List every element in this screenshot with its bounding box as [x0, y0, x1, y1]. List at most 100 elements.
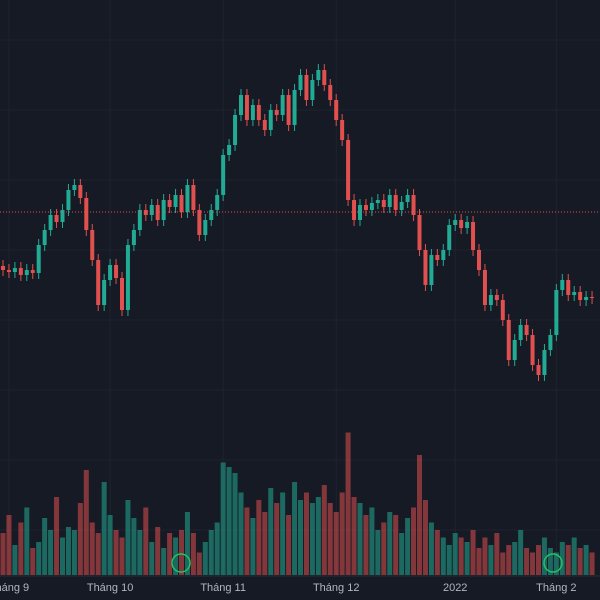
candle-body — [90, 230, 95, 260]
volume-bar — [274, 503, 280, 575]
candle-body — [66, 190, 71, 210]
volume-bar — [214, 522, 220, 575]
candle-body — [417, 215, 422, 250]
candle-body — [96, 260, 101, 305]
candle-body — [524, 325, 529, 335]
candle-body — [197, 210, 202, 235]
volume-bar — [119, 537, 125, 575]
horizontal-grid — [0, 39, 600, 531]
volume-bar — [303, 492, 309, 575]
volume-bar — [24, 507, 30, 575]
candle-body — [453, 220, 458, 225]
volume-bar — [417, 455, 422, 575]
candle-body — [292, 90, 297, 125]
volume-bar — [327, 503, 333, 575]
volume-bar — [500, 552, 506, 575]
volume-bar — [77, 503, 83, 575]
candles — [1, 64, 595, 381]
candle-body — [137, 210, 142, 230]
volume-bar — [161, 548, 167, 575]
candle-body — [542, 350, 547, 375]
candle-body — [411, 195, 416, 215]
candle-body — [286, 95, 291, 125]
candle-body — [155, 205, 160, 220]
volume-bar — [143, 507, 149, 575]
volume-bar — [149, 542, 155, 575]
volume-bar — [30, 548, 36, 575]
candle-body — [399, 202, 404, 210]
volume-bar — [393, 515, 399, 575]
volume-bar — [232, 473, 238, 575]
volume-bar — [292, 482, 298, 575]
volume-bar — [244, 507, 250, 575]
candle-body — [346, 140, 351, 200]
candle-body — [393, 195, 398, 210]
volume-bar — [577, 548, 583, 575]
volume-bar — [54, 497, 60, 575]
candle-body — [447, 225, 452, 250]
candle-body — [114, 265, 119, 278]
volume-bar — [446, 545, 452, 575]
candle-body — [560, 280, 565, 290]
candle-body — [578, 292, 583, 300]
volume-bar — [48, 530, 54, 575]
candle-body — [36, 245, 41, 273]
volume-bar — [238, 492, 244, 575]
candle-body — [280, 95, 285, 115]
candle-body — [78, 185, 83, 198]
volume-bar — [131, 518, 137, 575]
candle-body — [363, 205, 368, 210]
candle-body — [239, 95, 243, 115]
volume-bar — [583, 545, 589, 575]
candle-body — [149, 205, 154, 215]
candle-body — [125, 245, 130, 310]
volume-bar — [125, 500, 131, 575]
candle-body — [102, 280, 107, 305]
candle-body — [6, 270, 11, 272]
volume-bar — [476, 548, 482, 575]
candle-body — [250, 105, 255, 120]
volume-bar — [226, 467, 232, 575]
candle-body — [441, 250, 446, 260]
candle-body — [387, 195, 392, 207]
volume-bar — [202, 542, 208, 575]
candle-body — [84, 198, 89, 230]
volume-bar — [36, 542, 42, 575]
candle-body — [215, 195, 220, 210]
volume-bar — [208, 530, 214, 575]
candle-body — [233, 115, 238, 145]
candle-body — [60, 210, 65, 222]
candle-body — [435, 255, 440, 260]
candle-body — [262, 120, 267, 130]
x-tick-label: 2022 — [443, 582, 467, 594]
volume-bar — [488, 545, 494, 575]
volume-bar — [547, 548, 553, 575]
volume-bar — [137, 530, 143, 575]
candle-body — [310, 80, 315, 100]
volume-bar — [357, 503, 363, 575]
candle-body — [161, 200, 166, 220]
event-icon[interactable] — [543, 553, 563, 573]
volume-bar — [262, 512, 268, 575]
volume-bar — [363, 515, 369, 575]
volume-bar — [333, 512, 339, 575]
candle-body — [584, 297, 589, 300]
candle-body — [322, 70, 327, 85]
candle-body — [191, 185, 196, 210]
volume-bar — [541, 537, 547, 575]
volume-bar — [250, 518, 256, 575]
volume-bar — [440, 537, 446, 575]
volume-bar — [405, 518, 411, 575]
volume-bar — [256, 500, 262, 575]
candle-body — [459, 220, 464, 228]
event-icon[interactable] — [171, 553, 191, 573]
volume-bar — [524, 548, 530, 575]
candle-body — [244, 95, 249, 120]
volume-bar — [298, 500, 303, 575]
volume-bar — [12, 545, 18, 575]
volume-bar — [18, 522, 24, 575]
candle-body — [506, 320, 511, 360]
candle-body — [12, 268, 17, 272]
candle-body — [566, 280, 571, 295]
